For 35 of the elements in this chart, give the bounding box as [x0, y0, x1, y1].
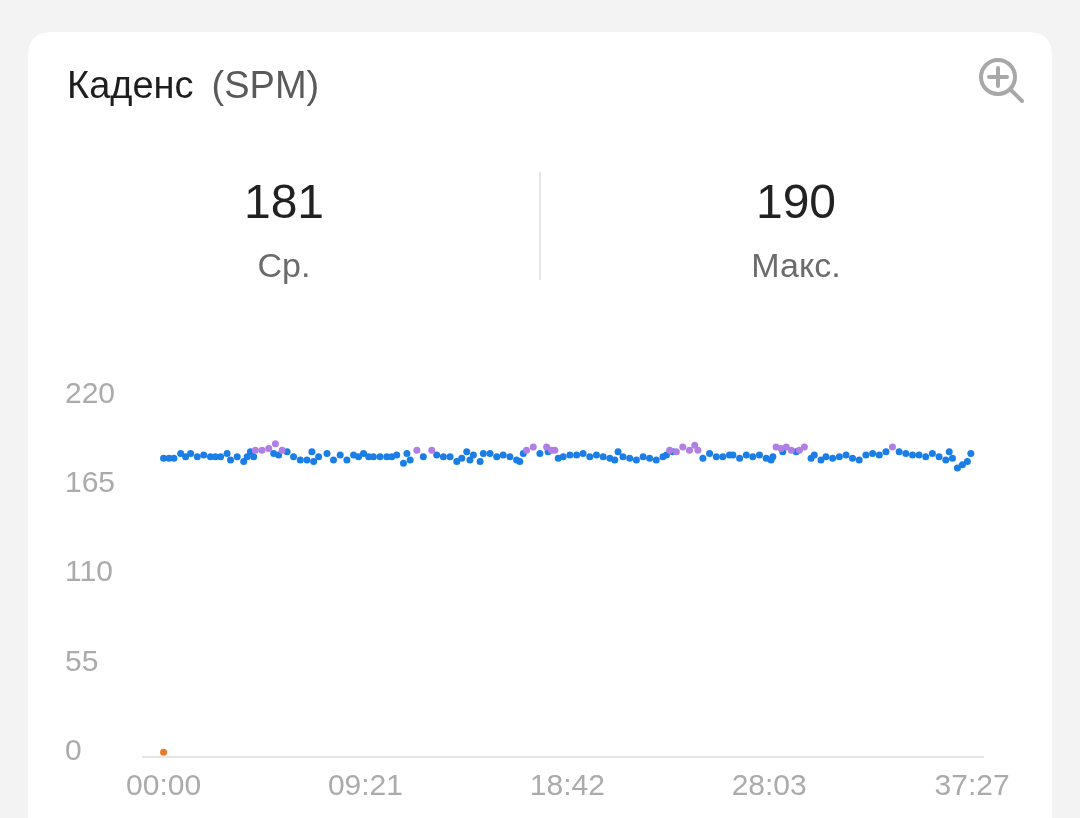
x-tick-label: 00:00 [126, 767, 202, 801]
point [800, 443, 808, 451]
x-tick-label: 37:27 [934, 767, 1010, 801]
y-tick-label: 165 [65, 465, 116, 499]
point [529, 443, 537, 451]
chart-title: Каденс [67, 64, 194, 107]
point [679, 443, 687, 451]
point [265, 445, 273, 453]
x-tick-label: 09:21 [327, 767, 403, 801]
text: Макс. [751, 245, 841, 284]
point [271, 440, 279, 448]
point [888, 443, 896, 451]
point [691, 441, 699, 449]
text: 181 [243, 174, 325, 228]
point [543, 443, 551, 451]
x-tick-label: 18:42 [529, 767, 605, 801]
text: Ср. [257, 245, 311, 284]
x-tick-label: 28:03 [731, 767, 807, 801]
point [278, 446, 286, 454]
point [413, 446, 421, 454]
point [694, 446, 702, 454]
point [428, 446, 436, 454]
point [258, 446, 266, 454]
point [523, 446, 531, 454]
text: 190 [755, 174, 837, 228]
y-tick-label: 220 [65, 375, 116, 409]
chart-subtitle: (SPM) [211, 64, 320, 107]
y-tick-label: 55 [65, 643, 99, 677]
point [686, 446, 694, 454]
y-tick-label: 0 [65, 733, 82, 767]
point [787, 446, 795, 454]
y-tick-label: 110 [65, 554, 113, 588]
point [251, 446, 259, 454]
point [782, 443, 790, 451]
point [160, 748, 168, 756]
